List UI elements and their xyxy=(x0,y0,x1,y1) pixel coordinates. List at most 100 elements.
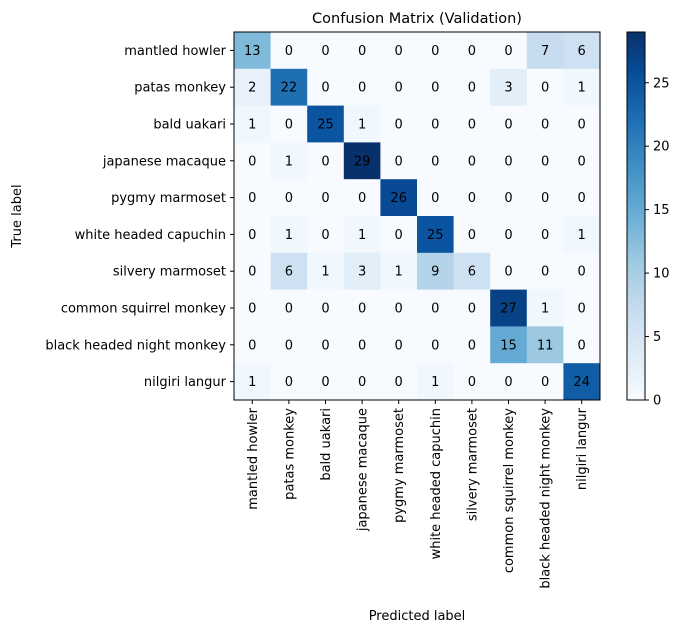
cell-value-label: 0 xyxy=(285,302,293,317)
matrix-cell xyxy=(417,142,454,180)
cell-value-label: 0 xyxy=(358,81,366,96)
matrix-cell xyxy=(307,363,345,401)
matrix-cell xyxy=(234,289,271,327)
cell-value-label: 0 xyxy=(468,375,476,390)
matrix-cell xyxy=(526,142,564,180)
matrix-cell xyxy=(307,105,345,143)
cell-value-label: 0 xyxy=(431,44,439,59)
cell-value-label: 6 xyxy=(468,265,476,280)
cell-value-label: 0 xyxy=(358,375,366,390)
cell-value-label: 0 xyxy=(248,228,256,243)
colorbar-tick-label: 25 xyxy=(653,76,670,91)
cell-value-label: 0 xyxy=(285,375,293,390)
matrix-cell xyxy=(307,252,345,290)
x-tick-label: white headed capuchin xyxy=(429,408,444,559)
y-tick-label: black headed night monkey xyxy=(45,338,226,353)
matrix-cell xyxy=(417,216,454,254)
cell-value-label: 0 xyxy=(395,375,403,390)
matrix-cell xyxy=(563,363,601,401)
cell-value-label: 0 xyxy=(468,228,476,243)
matrix-cells xyxy=(234,32,601,401)
cell-value-label: 0 xyxy=(504,228,512,243)
matrix-cell xyxy=(270,68,308,106)
cell-value-label: 7 xyxy=(541,44,549,59)
matrix-cell xyxy=(380,32,418,70)
matrix-cell xyxy=(490,32,528,70)
cell-value-label: 0 xyxy=(504,265,512,280)
matrix-cell xyxy=(380,68,418,106)
matrix-cell xyxy=(343,32,381,70)
cell-value-label: 0 xyxy=(431,118,439,133)
cell-value-label: 0 xyxy=(541,191,549,206)
colorbar-ticks: 0 5 10 15 20 25 xyxy=(645,76,670,409)
cell-value-label: 0 xyxy=(578,338,586,353)
cell-value-label: 24 xyxy=(573,375,590,390)
y-axis-ticks: mantled howler patas monkey bald uakari jap… xyxy=(45,44,234,390)
colorbar-tick-label: 15 xyxy=(653,203,670,218)
cell-value-label: 0 xyxy=(358,44,366,59)
matrix-cell xyxy=(270,252,308,290)
cell-value-label: 0 xyxy=(541,375,549,390)
cell-value-label: 0 xyxy=(358,191,366,206)
cell-value-label: 0 xyxy=(248,338,256,353)
matrix-cell xyxy=(343,216,381,254)
matrix-cell xyxy=(380,289,418,327)
cell-value-label: 0 xyxy=(468,338,476,353)
matrix-cell xyxy=(380,326,418,364)
matrix-cell xyxy=(453,179,491,217)
cell-value-label: 0 xyxy=(321,302,329,317)
cell-value-label: 11 xyxy=(537,338,554,353)
cell-value-label: 0 xyxy=(578,118,586,133)
matrix-cell xyxy=(526,363,564,401)
matrix-cell xyxy=(380,142,418,180)
matrix-cell xyxy=(563,326,601,364)
colorbar-tick-label: 20 xyxy=(653,140,670,155)
matrix-cell xyxy=(234,105,271,143)
x-tick-label: bald uakari xyxy=(319,408,334,481)
cell-value-label: 1 xyxy=(541,302,549,317)
cell-value-label: 0 xyxy=(504,191,512,206)
matrix-cell xyxy=(526,179,564,217)
cell-value-label: 27 xyxy=(500,302,517,317)
cell-value-label: 22 xyxy=(281,81,298,96)
cell-value-label: 0 xyxy=(395,302,403,317)
cell-value-label: 0 xyxy=(468,154,476,169)
matrix-cell xyxy=(453,142,491,180)
y-tick-label: pygmy marmoset xyxy=(111,191,226,206)
cell-value-label: 6 xyxy=(285,265,293,280)
matrix-cell xyxy=(417,289,454,327)
matrix-cell xyxy=(234,68,271,106)
cell-value-label: 0 xyxy=(248,154,256,169)
y-tick-label: white headed capuchin xyxy=(75,228,226,243)
cell-value-label: 0 xyxy=(541,228,549,243)
matrix-cell xyxy=(490,68,528,106)
matrix-cell xyxy=(307,216,345,254)
matrix-cell xyxy=(343,326,381,364)
cell-value-label: 3 xyxy=(504,81,512,96)
cell-value-label: 0 xyxy=(504,375,512,390)
cell-value-label: 0 xyxy=(285,118,293,133)
matrix-cell xyxy=(526,32,564,70)
cell-value-label: 0 xyxy=(395,44,403,59)
matrix-cell xyxy=(343,179,381,217)
cell-value-label: 1 xyxy=(321,265,329,280)
matrix-cell xyxy=(307,326,345,364)
cell-value-label: 0 xyxy=(578,154,586,169)
cell-value-label: 1 xyxy=(578,228,586,243)
cell-value-label: 25 xyxy=(427,228,444,243)
matrix-cell xyxy=(563,179,601,217)
x-tick-label: nilgiri langur xyxy=(575,407,590,490)
cell-value-label: 0 xyxy=(431,338,439,353)
cell-value-label: 1 xyxy=(285,154,293,169)
cell-value-label: 1 xyxy=(578,81,586,96)
cell-value-label: 0 xyxy=(248,265,256,280)
cell-value-label: 0 xyxy=(395,154,403,169)
matrix-cell xyxy=(234,363,271,401)
x-tick-label: black headed night monkey xyxy=(539,408,554,589)
matrix-cell xyxy=(307,68,345,106)
cell-value-label: 1 xyxy=(395,265,403,280)
matrix-cell-labels: 13 0 0 0 0 0 0 0 7 62 22 0 0 0 0 0 3 0 11 0 25 1 0 0 0 0 0 00 1 0 29 0 0… xyxy=(244,44,590,390)
colorbar-tick-label: 5 xyxy=(653,330,661,345)
cell-value-label: 0 xyxy=(248,191,256,206)
x-tick-label: common squirrel monkey xyxy=(502,408,517,573)
